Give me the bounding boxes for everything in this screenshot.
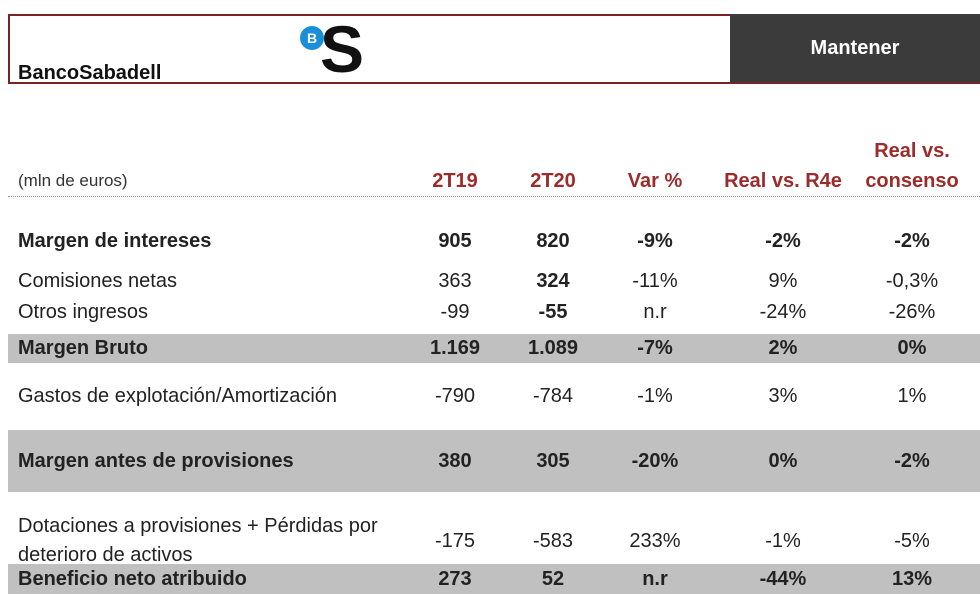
cell-value: 820 <box>536 229 570 252</box>
cell-value: -175 <box>434 529 476 552</box>
table-row: Beneficio neto atribuido 273 52 n.r -44% 13% <box>8 564 980 594</box>
cell-value: 0% <box>897 337 927 359</box>
cell-value: 380 <box>438 449 472 472</box>
cell-value: -583 <box>532 529 574 552</box>
cell-value: -1% <box>765 529 801 552</box>
header-box <box>8 14 730 84</box>
bank-name: BancoSabadell <box>18 62 162 84</box>
cell-value: -99 <box>440 300 470 323</box>
table-row: Margen antes de provisiones 380 305 -20% 0% -… <box>8 430 980 492</box>
cell-value: -5% <box>894 529 930 552</box>
row-label: Margen de intereses <box>18 229 212 252</box>
table-row: Comisiones netas 363 324 -11% 9% -0,3% <box>8 266 980 296</box>
cell-value: -2% <box>894 449 930 472</box>
row-label: Comisiones netas <box>18 269 177 292</box>
cell-value: -784 <box>532 384 574 407</box>
row-label: Dotaciones a provisiones + Pérdidas por … <box>18 515 378 566</box>
cell-value: n.r <box>643 300 667 323</box>
cell-value: -24% <box>759 300 807 323</box>
column-header: Var % <box>627 170 683 192</box>
cell-value: 324 <box>536 269 570 292</box>
cell-value: 363 <box>438 269 472 292</box>
cell-value: -11% <box>632 269 678 292</box>
table-row: Dotaciones a provisiones + Pérdidas por … <box>8 510 980 572</box>
table-row: Margen de intereses 905 820 -9% -2% -2% <box>8 225 980 257</box>
cell-value: 1% <box>897 384 927 407</box>
cell-value: -790 <box>434 384 476 407</box>
table-row: Gastos de explotación/Amortización -790 -7… <box>8 366 980 426</box>
table-row: Margen Bruto 1.169 1.089 -7% 2% 0% <box>8 334 980 363</box>
cell-value: 0% <box>768 449 798 472</box>
cell-value: 1.169 <box>429 337 481 359</box>
unit-label: (mln de euros) <box>18 171 128 190</box>
cell-value: -9% <box>637 229 673 252</box>
row-label: Otros ingresos <box>18 300 149 323</box>
cell-value: 233% <box>629 529 681 552</box>
logo-badge: B <box>300 26 324 50</box>
cell-value: -1% <box>637 384 673 407</box>
table-row: Otros ingresos -99 -55 n.r -24% -26% <box>8 297 980 327</box>
cell-value: -2% <box>765 229 801 252</box>
cell-value: n.r <box>642 567 668 590</box>
rating: Mantener <box>730 14 980 84</box>
cell-value: -55 <box>538 300 568 323</box>
cell-value: -26% <box>888 300 936 323</box>
cell-value: 13% <box>891 567 933 590</box>
column-header: Real vs. consenso <box>865 140 959 192</box>
cell-value: 3% <box>768 384 798 407</box>
row-label: Gastos de explotación/Amortización <box>18 384 338 407</box>
cell-value: -2% <box>894 229 930 252</box>
cell-value: 305 <box>536 449 570 472</box>
row-label: Margen antes de provisiones <box>18 449 294 472</box>
logo-mark: S <box>320 12 365 86</box>
cell-value: -20% <box>631 449 679 472</box>
cell-value: -44% <box>759 567 807 590</box>
row-label: Margen Bruto <box>18 337 148 359</box>
column-header: Real vs. R4e <box>724 170 842 192</box>
cell-value: -0,3% <box>885 269 939 292</box>
cell-value: 2% <box>768 337 798 359</box>
cell-value: 905 <box>438 229 472 252</box>
cell-value: -7% <box>637 337 673 359</box>
cell-value: 1.089 <box>527 337 579 359</box>
cell-value: 52 <box>541 567 565 590</box>
row-label: Beneficio neto atribuido <box>18 567 247 590</box>
cell-value: 9% <box>768 269 798 292</box>
cell-value: 273 <box>438 567 472 590</box>
column-header: 2T20 <box>530 170 576 192</box>
column-header: 2T19 <box>432 170 478 192</box>
divider <box>8 196 980 197</box>
